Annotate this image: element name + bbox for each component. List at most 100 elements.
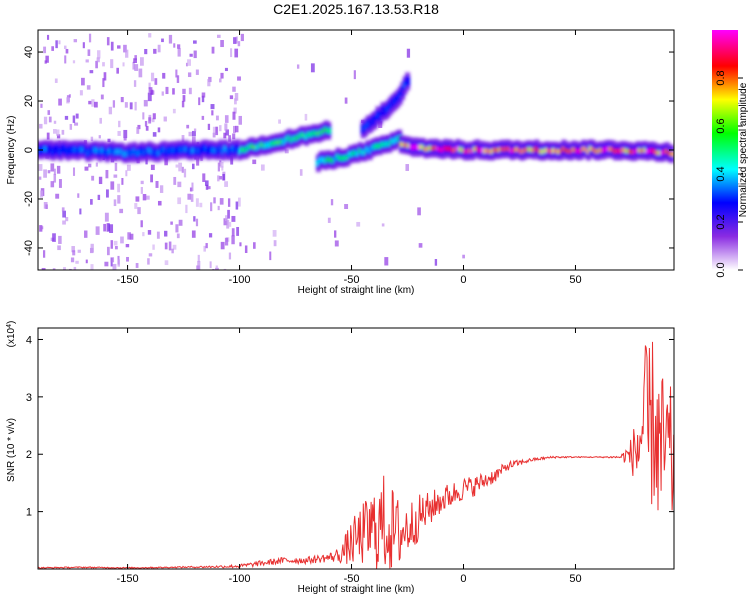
snr-y-tick-label: 4: [26, 334, 32, 346]
spectrogram-noise-cell: [171, 248, 174, 254]
spectrogram-noise-cell: [220, 72, 224, 79]
spectrogram-noise-cell: [222, 173, 225, 181]
spectrogram-noise-cell: [232, 86, 236, 92]
spectrogram-noise-cell: [225, 215, 228, 222]
spectrogram-noise-cell: [164, 260, 169, 266]
spectrogram-core: [405, 78, 410, 84]
spectrogram-noise-cell: [224, 115, 229, 123]
spectrogram-noise-cell: [91, 99, 95, 107]
spectrogram-noise-cell: [205, 184, 209, 190]
spectrogram-noise-cell: [185, 204, 188, 214]
spectrogram-x-ticks: -150 -100 -50 0 50: [117, 30, 582, 286]
spectrogram-noise-cell: [152, 132, 157, 137]
spectrogram-noise-cell: [253, 242, 256, 249]
spectrogram-noise-cell: [55, 129, 60, 136]
spectrogram-noise-cell: [125, 244, 130, 248]
spectrogram-noise-cell: [193, 128, 197, 132]
colorbar-tick-label: 0.8: [715, 70, 727, 85]
spectrogram-noise-cell: [334, 230, 337, 238]
spectrogram-noise-cell: [163, 116, 167, 122]
spectrogram-noise-cell: [118, 120, 121, 128]
spectrogram-noise-cell: [195, 69, 199, 75]
snr-x-tick-label: -150: [117, 573, 139, 585]
spectrogram-noise-cell: [173, 176, 177, 185]
spectrogram-noise-cell: [189, 187, 193, 192]
spectrogram-noise-cell: [88, 33, 92, 43]
spectrogram-noise-cell: [135, 196, 140, 202]
spectrogram-noise-cell: [208, 233, 213, 238]
spectrogram-noise-cell: [213, 197, 216, 204]
spectrogram-noise-cell: [201, 115, 205, 120]
spectrogram-noise-cell: [227, 209, 230, 219]
spectrogram-noise-cell: [197, 260, 201, 270]
spectrogram-x-tick-label: -50: [344, 274, 360, 286]
spectrogram-noise-cell: [330, 199, 334, 206]
spectrogram-noise-cell: [224, 67, 228, 72]
spectrogram-noise-cell: [228, 135, 231, 142]
spectrogram-noise-cell: [126, 256, 129, 262]
spectrogram-noise-cell: [224, 181, 229, 187]
spectrogram-noise-cell: [47, 170, 51, 174]
spectrogram-noise-cell: [230, 48, 233, 58]
spectrogram-y-tick-label: -20: [23, 191, 35, 207]
colorbar: 0.0 0.2 0.4 0.6 0.8 Normalized spectral ampl…: [712, 30, 749, 278]
spectrogram-noise-cell: [211, 110, 214, 116]
spectrogram-noise-cell: [117, 259, 121, 267]
spectrogram-noise-cell: [182, 95, 186, 102]
spectrogram-noise-cell: [41, 267, 46, 270]
spectrogram-noise-cell: [199, 202, 203, 208]
spectrogram-noise-cell: [209, 261, 212, 269]
spectrogram-noise-cell: [237, 197, 241, 207]
spectrogram-noise-cell: [462, 254, 465, 259]
spectrogram-noise-cell: [38, 176, 42, 180]
spectrogram-noise-cell: [134, 203, 138, 209]
spectrogram-noise-cell: [50, 181, 55, 188]
spectrogram-noise-cell: [114, 162, 118, 172]
snr-x-ticks: -150 -100 -50 0 50: [117, 328, 582, 585]
spectrogram-noise-cell: [157, 44, 161, 53]
spectrogram-noise-cell: [105, 189, 109, 198]
colorbar-tick-label: 0.6: [715, 118, 727, 133]
spectrogram-noise-cell: [95, 60, 98, 69]
spectrogram-noise-cell: [147, 92, 152, 102]
spectrogram-noise-cell: [195, 198, 199, 207]
spectrogram-noise-cell: [272, 230, 277, 237]
spectrogram-noise-cell: [191, 130, 196, 137]
spectrogram-noise-cell: [107, 223, 110, 232]
spectrogram-noise-cell: [103, 72, 107, 81]
spectrogram-y-tick-label: 0: [23, 147, 35, 153]
spectrogram-noise-cell: [175, 224, 179, 233]
spectrogram-noise-cell: [105, 169, 109, 179]
spectrogram-noise-cell: [434, 258, 438, 266]
spectrogram-noise-cell: [112, 263, 117, 270]
spectrogram-noise-cell: [132, 61, 135, 70]
spectrogram-noise-cell: [215, 265, 218, 270]
spectrogram-noise-cell: [239, 242, 242, 247]
spectrogram-noise-cell: [195, 218, 199, 227]
spectrogram-y-tick-label: -40: [23, 240, 35, 256]
spectrogram-noise-cell: [148, 87, 153, 93]
spectrogram-noise-cell: [232, 133, 236, 140]
spectrogram-noise-cell: [220, 241, 225, 250]
spectrogram-noise-cell: [168, 241, 172, 251]
spectrogram-noise-cell: [216, 34, 221, 38]
spectrogram-noise-cell: [61, 129, 65, 135]
spectrogram-noise-cell: [119, 208, 124, 214]
spectrogram-noise-cell: [70, 257, 75, 263]
spectrogram-noise-cell: [95, 162, 98, 167]
spectrogram-y-label: Frequency (Hz): [6, 116, 17, 185]
spectrogram-noise-cell: [159, 185, 164, 193]
spectrogram-noise-cell: [252, 159, 257, 165]
spectrogram-noise-cell: [79, 208, 82, 215]
spectrogram-noise-cell: [228, 221, 232, 227]
spectrogram-noise-cell: [66, 97, 70, 104]
spectrogram-noise-cell: [203, 245, 206, 252]
spectrogram-noise-cell: [74, 122, 79, 126]
spectrogram-noise-cell: [327, 217, 331, 223]
spectrogram-noise-cell: [176, 233, 180, 239]
spectrogram-noise-cell: [269, 251, 272, 261]
spectrogram-noise-cell: [97, 50, 101, 59]
spectrogram-noise-cell: [188, 87, 192, 95]
snr-y-label: SNR (10 * v/v): [6, 418, 17, 482]
